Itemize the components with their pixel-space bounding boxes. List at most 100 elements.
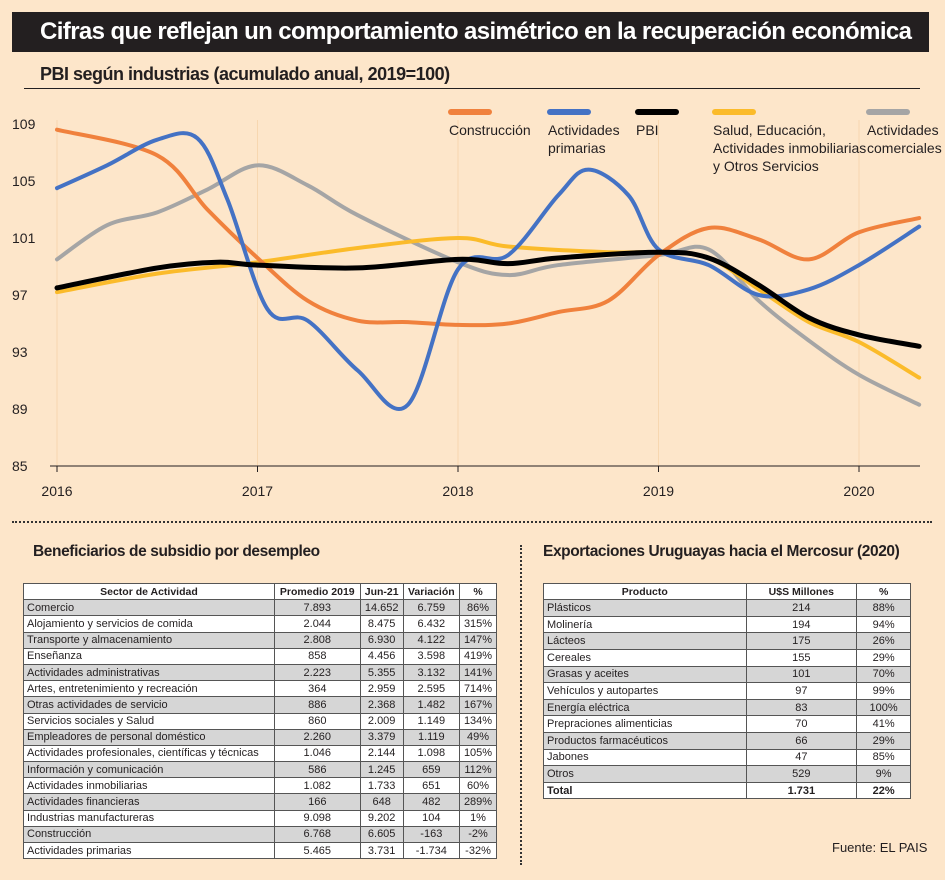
table-cell: 147% [459, 631, 497, 649]
table-cell: 112% [459, 761, 497, 779]
table-row: Construcción 6.768 6.605 -163 -2% [23, 825, 497, 844]
table-cell: -163 [402, 825, 461, 844]
table-cell: Otras actividades de servicio [23, 696, 275, 714]
column-header: Promedio 2019 [273, 582, 361, 601]
legend-label: Actividades [867, 122, 939, 138]
table-cell: Lácteos [543, 632, 747, 650]
table-row: Cereales 155 29% [543, 648, 911, 667]
table-cell: 2.260 [273, 728, 361, 746]
table-cell: 9.098 [273, 809, 361, 827]
table-cell: 1.482 [402, 696, 461, 714]
table-cell: 94% [856, 615, 911, 634]
table-cell: 1.119 [402, 728, 461, 746]
exportaciones-title: Exportaciones Uruguayas hacia el Mercosu… [543, 543, 900, 560]
table-cell: Molinería [543, 615, 747, 634]
series-line-4 [55, 163, 922, 407]
y-tick-label: 101 [12, 230, 36, 246]
dotted-divider [12, 521, 932, 523]
table-cell: 6.759 [402, 599, 461, 617]
header-row: Sector de Actividad Promedio 2019 Jun-21 Va… [23, 582, 497, 601]
table-row: Energía eléctrica 83 100% [543, 698, 911, 717]
table-cell: 49% [459, 728, 497, 746]
table-cell: 141% [459, 663, 497, 682]
column-header: Variación [402, 582, 461, 601]
table-cell: 6.605 [359, 825, 404, 844]
column-header: Jun-21 [359, 582, 404, 601]
table-cell: 26% [856, 632, 911, 650]
line-chart: 2016 2017 2018 2019 2020 109 105 101 97 93 89 85 Con… [12, 109, 942, 499]
table-cell: Actividades inmobiliarias [23, 777, 275, 795]
table-row: Otras actividades de servicio 886 2.368 1.4… [23, 696, 497, 714]
table-cell: 5.465 [273, 841, 361, 860]
table-row: Enseñanza 858 4.456 3.598 419% [23, 647, 497, 665]
table-cell: 714% [459, 680, 497, 698]
table-cell: 482 [402, 793, 461, 811]
y-tick-label: 93 [12, 344, 28, 360]
total-cell: 22% [856, 781, 911, 800]
total-cell: 1.731 [745, 781, 858, 800]
total-row: Total 1.731 22% [543, 781, 911, 800]
table-row: Comercio 7.893 14.652 6.759 86% [23, 599, 497, 617]
x-tick-label: 2016 [41, 483, 72, 499]
legend-label: comerciales [867, 140, 942, 156]
legend-label: Actividades inmobiliarias [713, 140, 866, 156]
column-header: % [856, 582, 911, 601]
table-cell: 88% [856, 599, 911, 617]
table-cell: Actividades profesionales, científicas y… [23, 744, 275, 763]
table-cell: Enseñanza [23, 647, 275, 665]
table-cell: 97 [745, 682, 858, 700]
table-cell: 29% [856, 648, 911, 667]
table-cell: 47 [745, 748, 858, 767]
series-line-1 [55, 131, 922, 411]
table-cell: 1.245 [359, 761, 404, 779]
table-cell: 155 [745, 648, 858, 667]
table-row: Alojamiento y servicios de comida 2.044 8.… [23, 615, 497, 633]
legend-label: PBI [636, 122, 659, 138]
legend-label: primarias [548, 140, 606, 156]
table-cell: 214 [745, 599, 858, 617]
table-cell: Información y comunicación [23, 761, 275, 779]
table-row: Actividades profesionales, científicas y… [23, 744, 497, 763]
table-cell: Cereales [543, 648, 747, 667]
table-row: Plásticos 214 88% [543, 599, 911, 617]
divider [24, 88, 920, 89]
exportaciones-table: Producto U$S Millones% Plásticos 214 88% Moli… [543, 582, 911, 800]
legend-label: Salud, Educación, [713, 122, 826, 138]
table-cell: Jabones [543, 748, 747, 767]
table-cell: Actividades administrativas [23, 663, 275, 682]
table-cell: 2.959 [359, 680, 404, 698]
table-cell: Vehículos y autopartes [543, 682, 747, 700]
table-cell: 1.082 [273, 777, 361, 795]
table-row: Artes, entretenimiento y recreación 364 2.… [23, 680, 497, 698]
table-cell: -2% [459, 825, 497, 844]
table-cell: Transporte y almacenamiento [23, 631, 275, 649]
table-cell: 4.122 [402, 631, 461, 649]
y-tick-label: 85 [12, 458, 28, 474]
table-cell: -1.734 [402, 841, 461, 860]
table-cell: 858 [273, 647, 361, 665]
table-cell: 9% [856, 765, 911, 783]
table-cell: 2.009 [359, 712, 404, 730]
table-cell: 3.731 [359, 841, 404, 860]
table-cell: Energía eléctrica [543, 698, 747, 717]
table-cell: -32% [459, 841, 497, 860]
table-cell: 194 [745, 615, 858, 634]
table-row: Productos farmacéuticos 66 29% [543, 731, 911, 750]
table-row: Actividades inmobiliarias 1.082 1.733 651 60… [23, 777, 497, 795]
table-cell: 175 [745, 632, 858, 650]
table-cell: 289% [459, 793, 497, 811]
table-cell: Prepraciones alimenticias [543, 715, 747, 733]
table-cell: 99% [856, 682, 911, 700]
table-cell: 14.652 [359, 599, 404, 617]
table-row: Vehículos y autopartes 97 99% [543, 682, 911, 700]
table-cell: 1.098 [402, 744, 461, 763]
table-row: Actividades administrativas 2.223 5.355 3.1… [23, 663, 497, 682]
table-cell: Servicios sociales y Salud [23, 712, 275, 730]
y-tick-label: 105 [12, 173, 36, 189]
table-cell: 315% [459, 615, 497, 633]
legend-label: Construcción [449, 122, 531, 138]
table-row: Lácteos 175 26% [543, 632, 911, 650]
table-cell: 101 [745, 665, 858, 684]
total-cell: Total [543, 781, 747, 800]
